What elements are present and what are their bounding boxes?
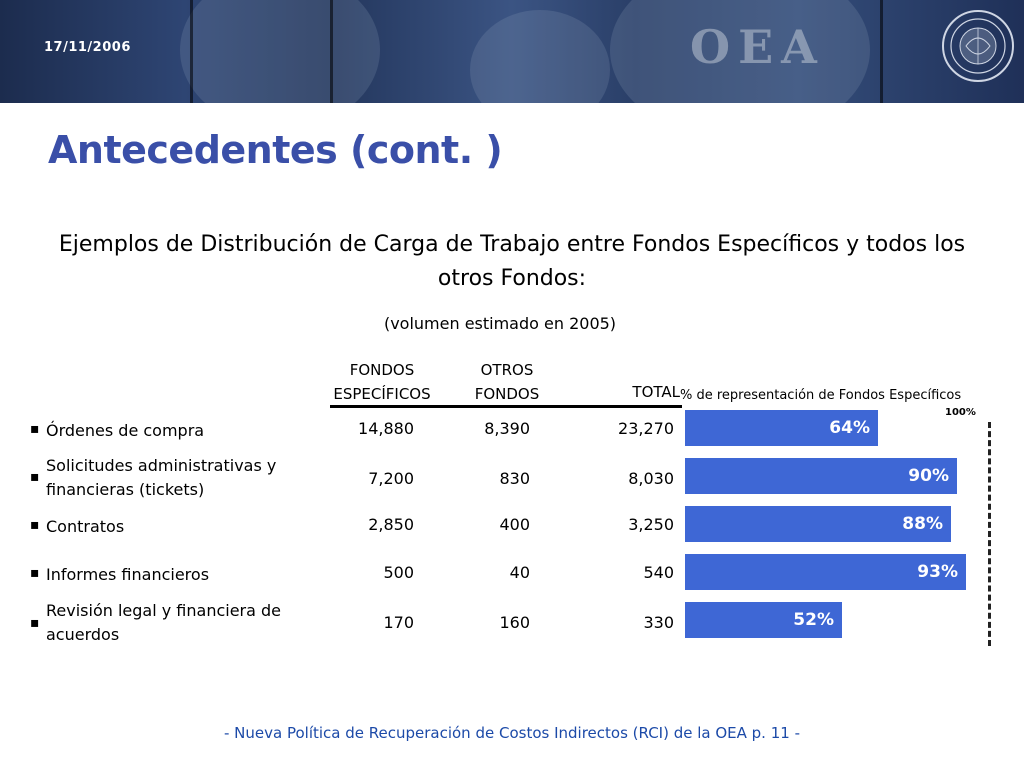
row-label: Solicitudes administrativas y financiera… xyxy=(46,456,277,499)
oea-seal-icon xyxy=(942,10,1014,82)
bullet-icon: ▪ xyxy=(30,517,40,533)
bar-2 xyxy=(685,458,957,494)
cell-total: 3,250 xyxy=(628,515,674,534)
header-divider xyxy=(330,405,682,408)
column-header-line: FONDOS xyxy=(349,361,415,379)
row-label: Órdenes de compra xyxy=(46,421,205,440)
cell-fondos-especificos: 170 xyxy=(383,613,414,632)
row-label: Revisión legal y financiera de acuerdos xyxy=(46,601,282,644)
page-title: Antecedentes (cont. ) xyxy=(48,128,503,172)
cell-total: 23,270 xyxy=(618,419,674,438)
row-label: Contratos xyxy=(46,517,125,536)
cell-otros-fondos: 8,390 xyxy=(484,419,530,438)
volume-note: (volumen estimado en 2005) xyxy=(383,314,617,333)
slide-subtitle: Ejemplos de Distribución de Carga de Tra… xyxy=(58,232,966,291)
bar-value-label: 93% xyxy=(917,562,958,582)
bar-5 xyxy=(685,602,842,638)
reference-line-100 xyxy=(988,422,991,646)
cell-total: 540 xyxy=(643,563,674,582)
bullet-icon: ▪ xyxy=(30,469,40,485)
oea-logo-text: OEA xyxy=(690,20,825,74)
row-label: Informes financieros xyxy=(46,565,210,584)
column-header-otros-fondos: OTROS FONDOS xyxy=(462,358,552,406)
header-banner: 17/11/2006 OEA xyxy=(0,0,1024,103)
column-header-line: OTROS xyxy=(480,361,534,379)
bar-value-label: 64% xyxy=(829,418,870,438)
cell-fondos-especificos: 500 xyxy=(383,563,414,582)
cell-otros-fondos: 40 xyxy=(509,563,530,582)
reference-label: 100% xyxy=(945,407,976,418)
column-header-fondos-especificos: FONDOS ESPECÍFICOS xyxy=(322,358,442,406)
bar-1 xyxy=(685,410,878,446)
bar-value-label: 88% xyxy=(902,514,943,534)
column-header-line: FONDOS xyxy=(474,385,540,403)
bar-value-label: 90% xyxy=(908,466,949,486)
header-date: 17/11/2006 xyxy=(44,40,131,55)
cell-total: 8,030 xyxy=(628,469,674,488)
bullet-icon: ▪ xyxy=(30,615,40,631)
column-header-total: TOTAL xyxy=(632,383,680,401)
cell-otros-fondos: 160 xyxy=(499,613,530,632)
column-header-line: ESPECÍFICOS xyxy=(333,385,431,403)
cell-otros-fondos: 830 xyxy=(499,469,530,488)
bar-3 xyxy=(685,506,951,542)
bar-value-label: 52% xyxy=(793,610,834,630)
bar-4 xyxy=(685,554,966,590)
bullet-icon: ▪ xyxy=(30,421,40,437)
cell-otros-fondos: 400 xyxy=(499,515,530,534)
cell-total: 330 xyxy=(643,613,674,632)
bullet-icon: ▪ xyxy=(30,565,40,581)
footer-text: - Nueva Política de Recuperación de Cost… xyxy=(223,724,800,742)
column-header-representation: % de representación de Fondos Específico… xyxy=(680,388,962,403)
cell-fondos-especificos: 14,880 xyxy=(358,419,414,438)
cell-fondos-especificos: 7,200 xyxy=(368,469,414,488)
cell-fondos-especificos: 2,850 xyxy=(368,515,414,534)
